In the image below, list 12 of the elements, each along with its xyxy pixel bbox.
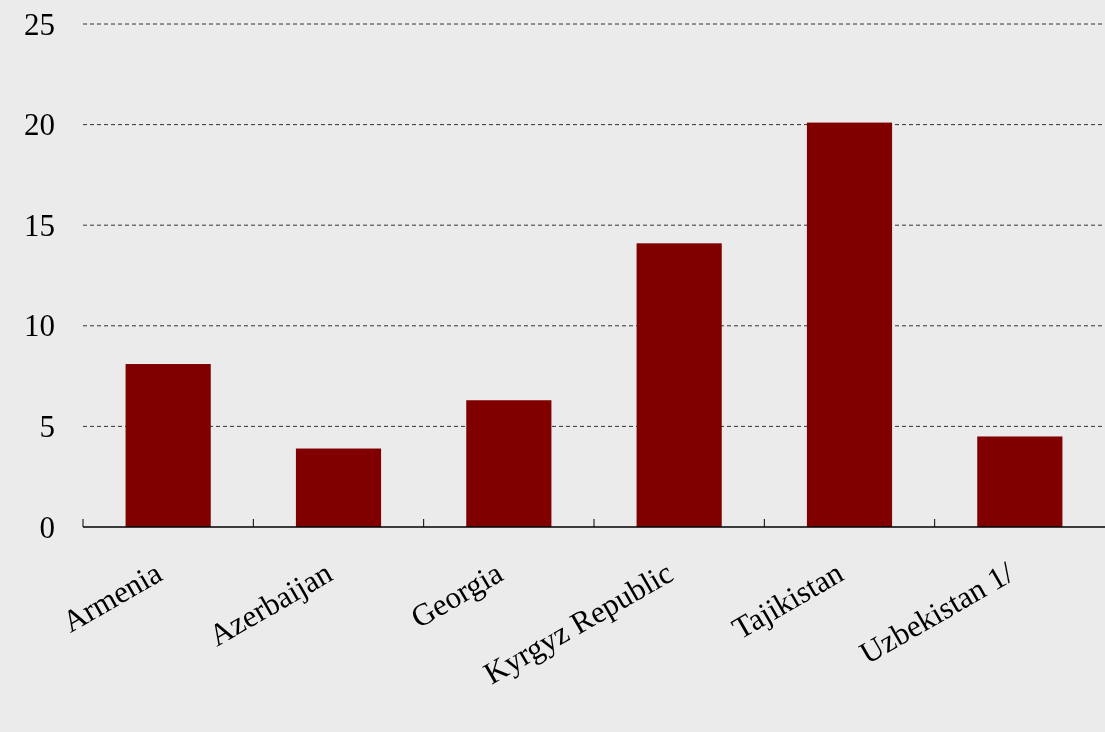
bar: [295, 448, 382, 527]
y-tick-label: 5: [39, 408, 55, 444]
bar: [636, 243, 722, 527]
y-tick-label: 10: [24, 308, 55, 344]
y-tick-label: 25: [24, 6, 55, 42]
y-tick-label: 15: [24, 207, 55, 243]
bar: [806, 122, 893, 527]
y-tick-label: 20: [24, 107, 55, 143]
bar: [125, 364, 211, 527]
y-tick-label: 0: [39, 509, 55, 545]
bar: [977, 436, 1063, 527]
bar: [466, 400, 552, 527]
